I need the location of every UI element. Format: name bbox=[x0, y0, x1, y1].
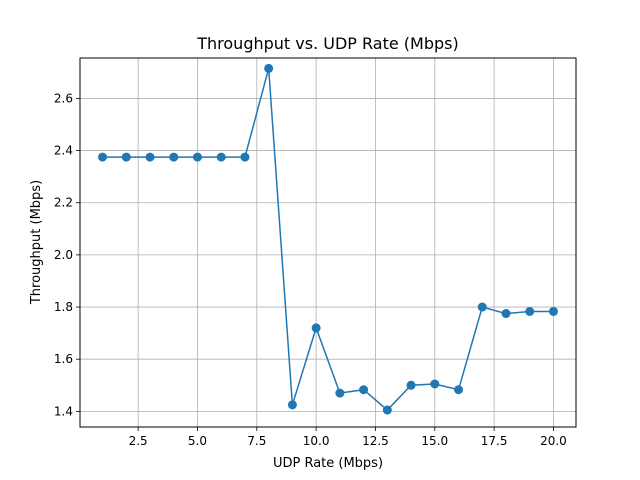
data-point bbox=[406, 380, 416, 390]
data-point bbox=[311, 323, 321, 333]
data-point bbox=[264, 63, 274, 73]
y-tick-label: 1.8 bbox=[54, 300, 73, 314]
x-tick-label: 15.0 bbox=[421, 434, 448, 448]
y-tick-label: 2.2 bbox=[54, 196, 73, 210]
data-point bbox=[192, 152, 202, 162]
data-point bbox=[382, 405, 392, 415]
x-tick-label: 12.5 bbox=[362, 434, 389, 448]
data-point bbox=[477, 302, 487, 312]
data-point bbox=[216, 152, 226, 162]
x-tick-label: 10.0 bbox=[303, 434, 330, 448]
series-layer bbox=[98, 63, 558, 415]
grid bbox=[80, 58, 576, 427]
data-point bbox=[169, 152, 179, 162]
data-point bbox=[501, 309, 511, 319]
y-tick-label: 1.4 bbox=[54, 404, 73, 418]
data-point bbox=[454, 385, 464, 395]
chart-title: Throughput vs. UDP Rate (Mbps) bbox=[196, 34, 458, 53]
data-point bbox=[548, 306, 558, 316]
x-tick-label: 2.5 bbox=[129, 434, 148, 448]
y-tick-label: 2.6 bbox=[54, 91, 73, 105]
x-axis-label: UDP Rate (Mbps) bbox=[273, 456, 383, 471]
y-axis-label: Throughput (Mbps) bbox=[29, 180, 44, 305]
y-axis: 1.4 1.6 1.8 2.0 2.2 2.4 2.6 bbox=[54, 91, 80, 418]
data-point bbox=[240, 152, 250, 162]
x-tick-label: 20.0 bbox=[540, 434, 567, 448]
y-tick-label: 2.0 bbox=[54, 248, 73, 262]
data-point bbox=[98, 152, 108, 162]
x-tick-label: 7.5 bbox=[247, 434, 266, 448]
x-axis: 2.5 5.0 7.5 10.0 12.5 15.0 17.5 20.0 bbox=[129, 427, 567, 448]
data-point bbox=[287, 400, 297, 410]
y-tick-label: 2.4 bbox=[54, 144, 73, 158]
data-point bbox=[145, 152, 155, 162]
data-point bbox=[335, 388, 345, 398]
data-point bbox=[430, 379, 440, 389]
data-point bbox=[525, 306, 535, 316]
x-tick-label: 5.0 bbox=[188, 434, 207, 448]
y-tick-label: 1.6 bbox=[54, 352, 73, 366]
data-point bbox=[359, 385, 369, 395]
data-point bbox=[121, 152, 131, 162]
x-tick-label: 17.5 bbox=[481, 434, 508, 448]
plot-frame bbox=[79, 57, 577, 428]
